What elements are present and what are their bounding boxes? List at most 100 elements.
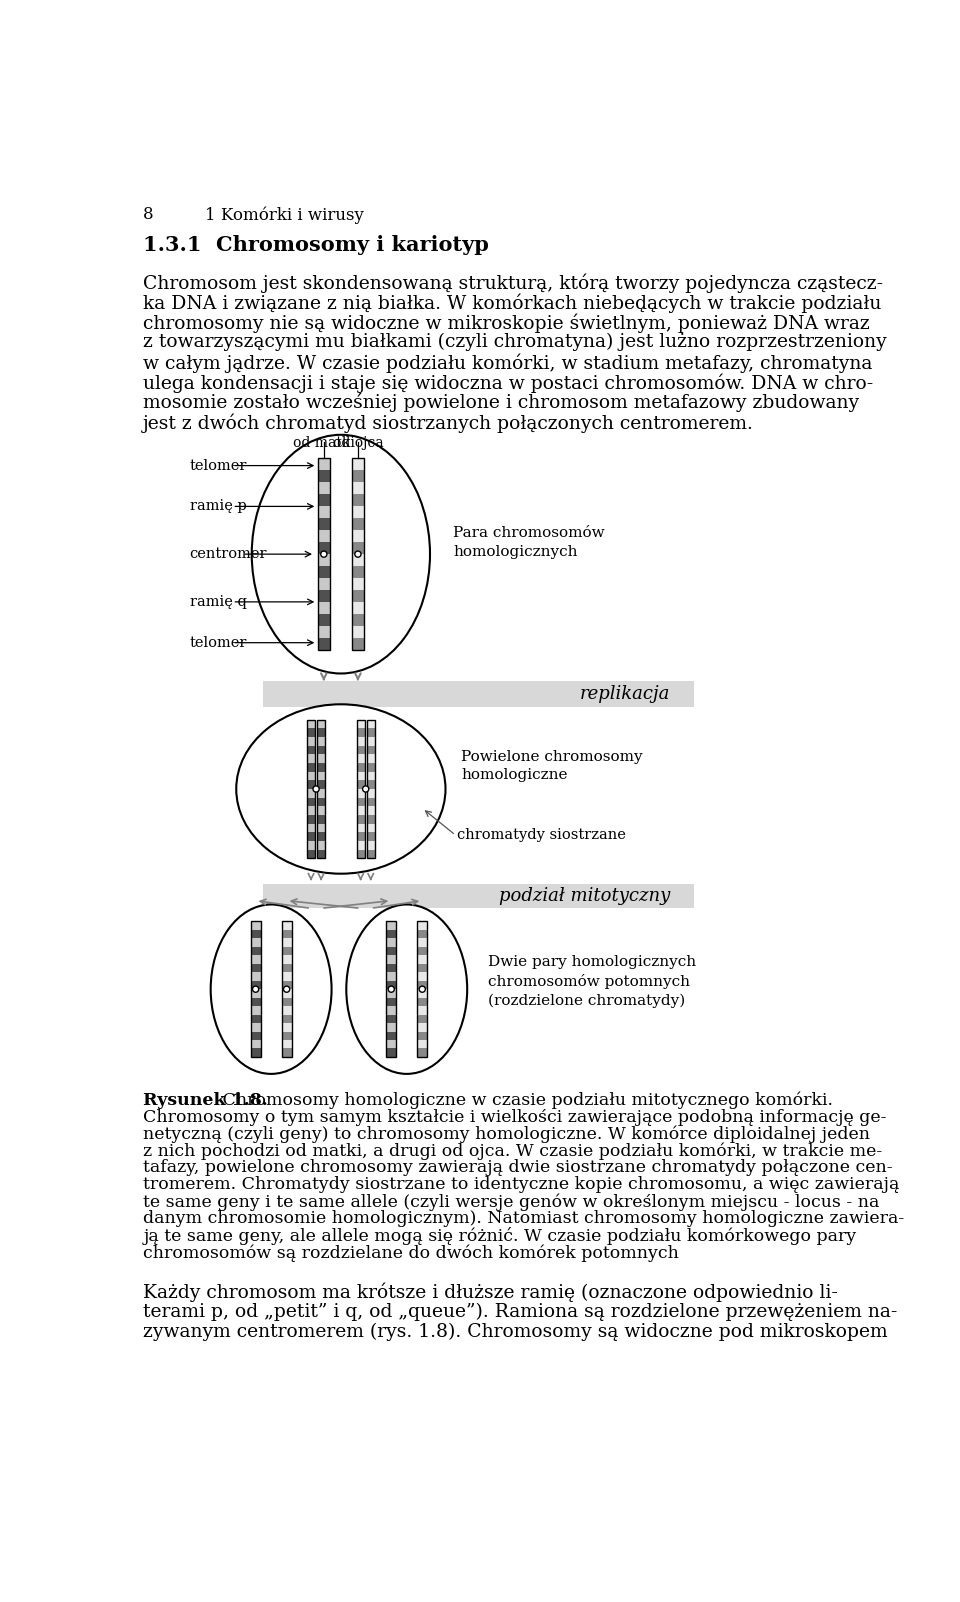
Bar: [251, 921, 261, 1057]
Bar: [357, 745, 365, 755]
Bar: [386, 1006, 396, 1014]
Bar: [251, 964, 261, 972]
Bar: [251, 980, 261, 988]
Text: chromosomów są rozdzielane do dwóch komórek potomnych: chromosomów są rozdzielane do dwóch komó…: [143, 1245, 679, 1261]
Circle shape: [252, 987, 259, 992]
Bar: [281, 921, 292, 929]
Text: Chromosom jest skondensowaną strukturą, którą tworzy pojedyncza cząstecz-: Chromosom jest skondensowaną strukturą…: [143, 272, 883, 293]
Bar: [367, 849, 374, 859]
Bar: [318, 530, 329, 541]
Text: Dwie pary homologicznych
chromosomów potomnych
(rozdzielone chromatydy): Dwie pary homologicznych chromosomów pot…: [488, 955, 696, 1008]
Bar: [418, 964, 427, 972]
Bar: [317, 755, 325, 763]
Text: Chromosomy homologiczne w czasie podziału mitotycznego komórki.: Chromosomy homologiczne w czasie podział…: [217, 1091, 833, 1109]
Bar: [367, 729, 374, 737]
Bar: [386, 1040, 396, 1048]
Text: terami p, od „petit” i q, od „queue”). Ramiona są rozdzielone przewężeniem na-: terami p, od „petit” i q, od „queue”). R…: [143, 1302, 898, 1320]
Text: mosomie zostało wcześniej powielone i chromosom metafazowy zbudowany: mosomie zostało wcześniej powielone i ch…: [143, 392, 859, 412]
Bar: [352, 469, 364, 482]
Bar: [357, 780, 365, 790]
Bar: [357, 763, 365, 772]
Bar: [317, 719, 325, 729]
Bar: [367, 815, 374, 823]
Bar: [418, 947, 427, 955]
Text: Powielone chromosomy
homologiczne: Powielone chromosomy homologiczne: [461, 750, 642, 782]
Bar: [352, 482, 364, 493]
Bar: [418, 929, 427, 939]
Bar: [281, 1006, 292, 1014]
Bar: [367, 763, 374, 772]
Text: z nich pochodzi od matki, a drugi od ojca. W czasie podziału komórki, w trakcie : z nich pochodzi od matki, a drugi od ojc…: [143, 1142, 882, 1160]
Bar: [318, 469, 329, 482]
Bar: [386, 929, 396, 939]
Bar: [317, 806, 325, 815]
Text: ka DNA i związane z nią białka. W komórkach niebed̨ących w trakcie podziału: ka DNA i związane z nią białka. W komó…: [143, 293, 881, 312]
Bar: [352, 578, 364, 590]
Text: z towarzyszącymi mu białkami (czyli chromatyna) jest lużno rozprzestrzeniony: z towarzyszącymi mu białkami (czyli chr…: [143, 333, 887, 351]
Text: podział mitotyczny: podział mitotyczny: [499, 888, 670, 905]
Bar: [318, 578, 329, 590]
Bar: [357, 790, 365, 798]
Bar: [386, 972, 396, 980]
Bar: [318, 506, 329, 517]
Bar: [307, 833, 315, 841]
Circle shape: [283, 987, 290, 992]
Ellipse shape: [210, 905, 331, 1073]
Text: jest z dwóch chromatyd siostrzanych połączonych centromerem.: jest z dwóch chromatyd siostrzanych poła…: [143, 413, 755, 433]
Bar: [251, 972, 261, 980]
Bar: [357, 719, 365, 729]
Bar: [386, 955, 396, 964]
Bar: [418, 972, 427, 980]
Text: 8: 8: [143, 207, 154, 223]
Bar: [318, 590, 329, 602]
Text: ramię p: ramię p: [190, 500, 247, 513]
Bar: [386, 921, 396, 1057]
Bar: [352, 614, 364, 626]
Bar: [386, 1032, 396, 1040]
Bar: [251, 1040, 261, 1048]
Bar: [318, 541, 329, 554]
Bar: [352, 458, 364, 469]
Bar: [307, 823, 315, 833]
Bar: [386, 998, 396, 1006]
Bar: [317, 823, 325, 833]
Text: centromer: centromer: [190, 548, 267, 561]
Text: Rysunek 1.8.: Rysunek 1.8.: [143, 1091, 268, 1109]
Bar: [357, 798, 365, 806]
Text: ramię q: ramię q: [190, 594, 247, 609]
Bar: [386, 1048, 396, 1057]
Bar: [317, 719, 325, 859]
Circle shape: [363, 787, 369, 791]
Bar: [418, 998, 427, 1006]
Text: ulega kondensacji i staje się widoczna w postaci chromosomów. DNA w chro-: ulega kondensacji i staje się widoczna …: [143, 373, 874, 392]
Bar: [367, 790, 374, 798]
Bar: [307, 719, 315, 859]
Bar: [357, 719, 365, 859]
Bar: [263, 681, 693, 706]
Bar: [307, 780, 315, 790]
Text: tromerem. Chromatydy siostrzane to identyczne kopie chromosomu, a więc zawierają: tromerem. Chromatydy siostrzane to ident…: [143, 1176, 900, 1193]
Bar: [281, 972, 292, 980]
Bar: [367, 798, 374, 806]
Bar: [281, 1014, 292, 1024]
Bar: [418, 1006, 427, 1014]
Bar: [281, 921, 292, 1057]
Bar: [357, 849, 365, 859]
Bar: [357, 806, 365, 815]
Bar: [318, 626, 329, 638]
Circle shape: [420, 987, 425, 992]
Bar: [352, 554, 364, 566]
Text: zywanym centromerem (rys. 1.8). Chromosomy są widoczne pod mikroskopem: zywanym centromerem (rys. 1.8). Chromoso…: [143, 1323, 888, 1341]
Bar: [317, 763, 325, 772]
Ellipse shape: [252, 434, 430, 673]
Bar: [386, 947, 396, 955]
Bar: [307, 772, 315, 780]
Bar: [367, 823, 374, 833]
Bar: [352, 493, 364, 506]
Bar: [352, 517, 364, 530]
Bar: [367, 737, 374, 745]
Bar: [418, 921, 427, 1057]
Bar: [251, 1006, 261, 1014]
Bar: [318, 493, 329, 506]
Bar: [307, 798, 315, 806]
